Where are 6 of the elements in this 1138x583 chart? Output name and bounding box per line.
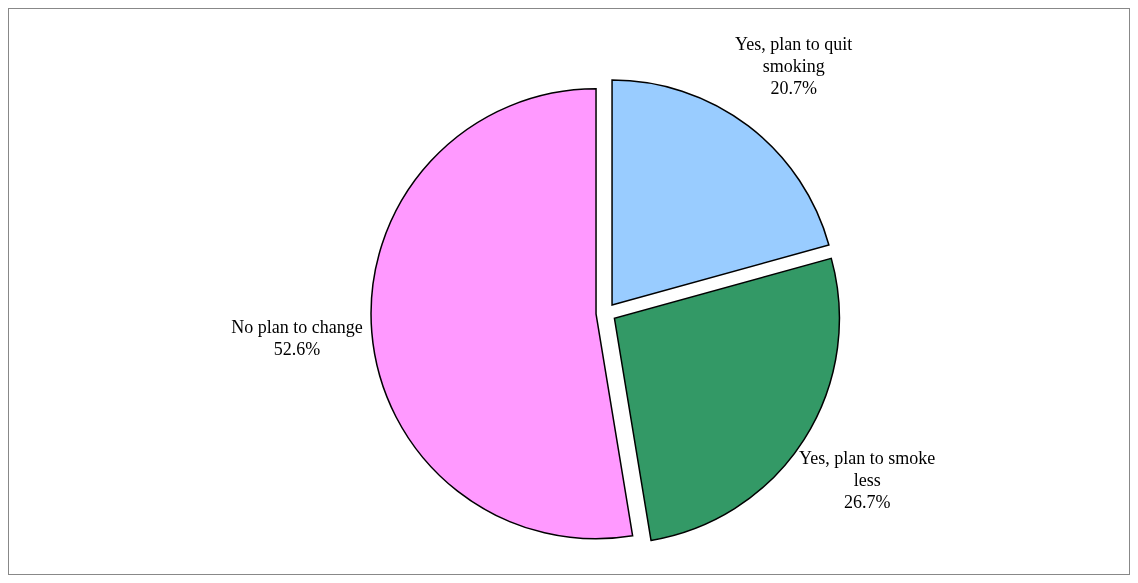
data-label: 26.7% bbox=[843, 491, 891, 512]
data-label: 20.7% bbox=[770, 78, 817, 99]
slice-label: Yes, plan to quit smoking bbox=[735, 34, 853, 77]
slice-label: No plan to change bbox=[231, 317, 363, 338]
data-label: 52.6% bbox=[273, 339, 321, 360]
slice-label: Yes, plan to smoke less bbox=[799, 447, 936, 490]
